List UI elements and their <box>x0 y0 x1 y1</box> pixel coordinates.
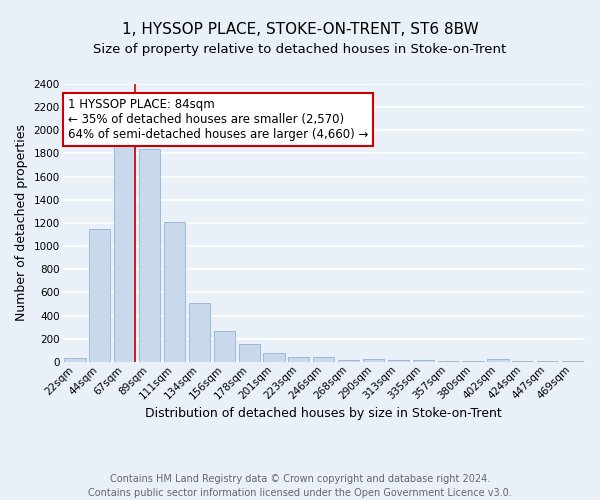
Text: Contains HM Land Registry data © Crown copyright and database right 2024.
Contai: Contains HM Land Registry data © Crown c… <box>88 474 512 498</box>
Text: 1, HYSSOP PLACE, STOKE-ON-TRENT, ST6 8BW: 1, HYSSOP PLACE, STOKE-ON-TRENT, ST6 8BW <box>122 22 478 38</box>
Bar <box>164 222 185 362</box>
Bar <box>89 228 110 362</box>
Bar <box>487 360 509 362</box>
Text: Size of property relative to detached houses in Stoke-on-Trent: Size of property relative to detached ho… <box>94 42 506 56</box>
X-axis label: Distribution of detached houses by size in Stoke-on-Trent: Distribution of detached houses by size … <box>145 407 502 420</box>
Bar <box>338 360 359 362</box>
Y-axis label: Number of detached properties: Number of detached properties <box>15 124 28 322</box>
Bar <box>289 357 310 362</box>
Bar <box>463 360 484 362</box>
Bar <box>537 361 558 362</box>
Bar <box>313 357 334 362</box>
Bar <box>239 344 260 362</box>
Bar <box>512 361 533 362</box>
Bar <box>263 352 284 362</box>
Text: 1 HYSSOP PLACE: 84sqm
← 35% of detached houses are smaller (2,570)
64% of semi-d: 1 HYSSOP PLACE: 84sqm ← 35% of detached … <box>68 98 368 141</box>
Bar <box>413 360 434 362</box>
Bar <box>139 149 160 362</box>
Bar <box>437 360 459 362</box>
Bar <box>214 331 235 362</box>
Bar <box>114 136 136 362</box>
Bar <box>189 303 210 362</box>
Bar <box>64 358 86 362</box>
Bar <box>388 360 409 362</box>
Bar <box>363 360 384 362</box>
